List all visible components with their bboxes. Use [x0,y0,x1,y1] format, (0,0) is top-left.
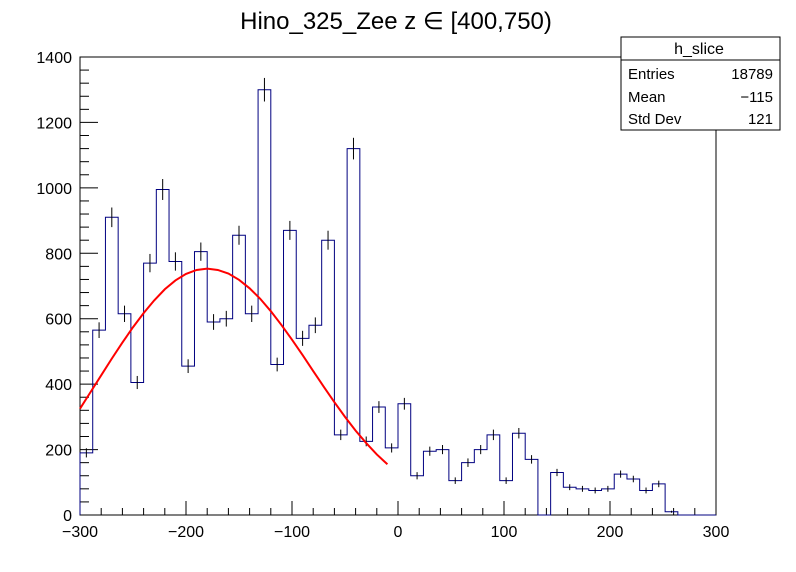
y-tick-label: 1000 [36,181,72,198]
stats-box: h_slice Entries 18789 Mean −115 Std Dev … [620,36,781,131]
x-tick-label: 200 [597,524,624,541]
y-tick-label: 200 [45,443,72,460]
y-tick-label: 1200 [36,115,72,132]
histogram-series [79,89,716,516]
y-tick-label: 1400 [36,50,72,67]
stats-entries-value: 18789 [731,66,773,83]
stats-entries-label: Entries [628,66,675,83]
stats-box-frame [620,36,781,131]
x-tick-label: 100 [491,524,518,541]
fit-series [79,267,389,466]
x-tick-label: −200 [168,524,204,541]
stats-box-title: h_slice [674,41,724,58]
chart-title: Hino_325_Zee z ∈ [400,750) [240,8,552,35]
fit-curve [79,267,389,466]
y-tick-label: 800 [45,246,72,263]
x-tick-label: 300 [703,524,730,541]
histogram-outline [79,89,716,516]
y-tick-label: 600 [45,312,72,329]
tick-labels: −300 −200 −100 0 100 200 300 0 200 400 600 800 1000 1… [36,50,729,541]
y-tick-label: 0 [63,508,72,525]
stats-stddev-label: Std Dev [628,111,682,128]
error-bars [85,77,672,513]
x-tick-label: 0 [394,524,403,541]
stats-stddev-value: 121 [748,111,773,128]
stats-mean-value: −115 [740,89,773,106]
y-tick-label: 400 [45,377,72,394]
stats-mean-label: Mean [628,89,666,106]
x-tick-label: −100 [274,524,310,541]
x-tick-label: −300 [62,524,98,541]
